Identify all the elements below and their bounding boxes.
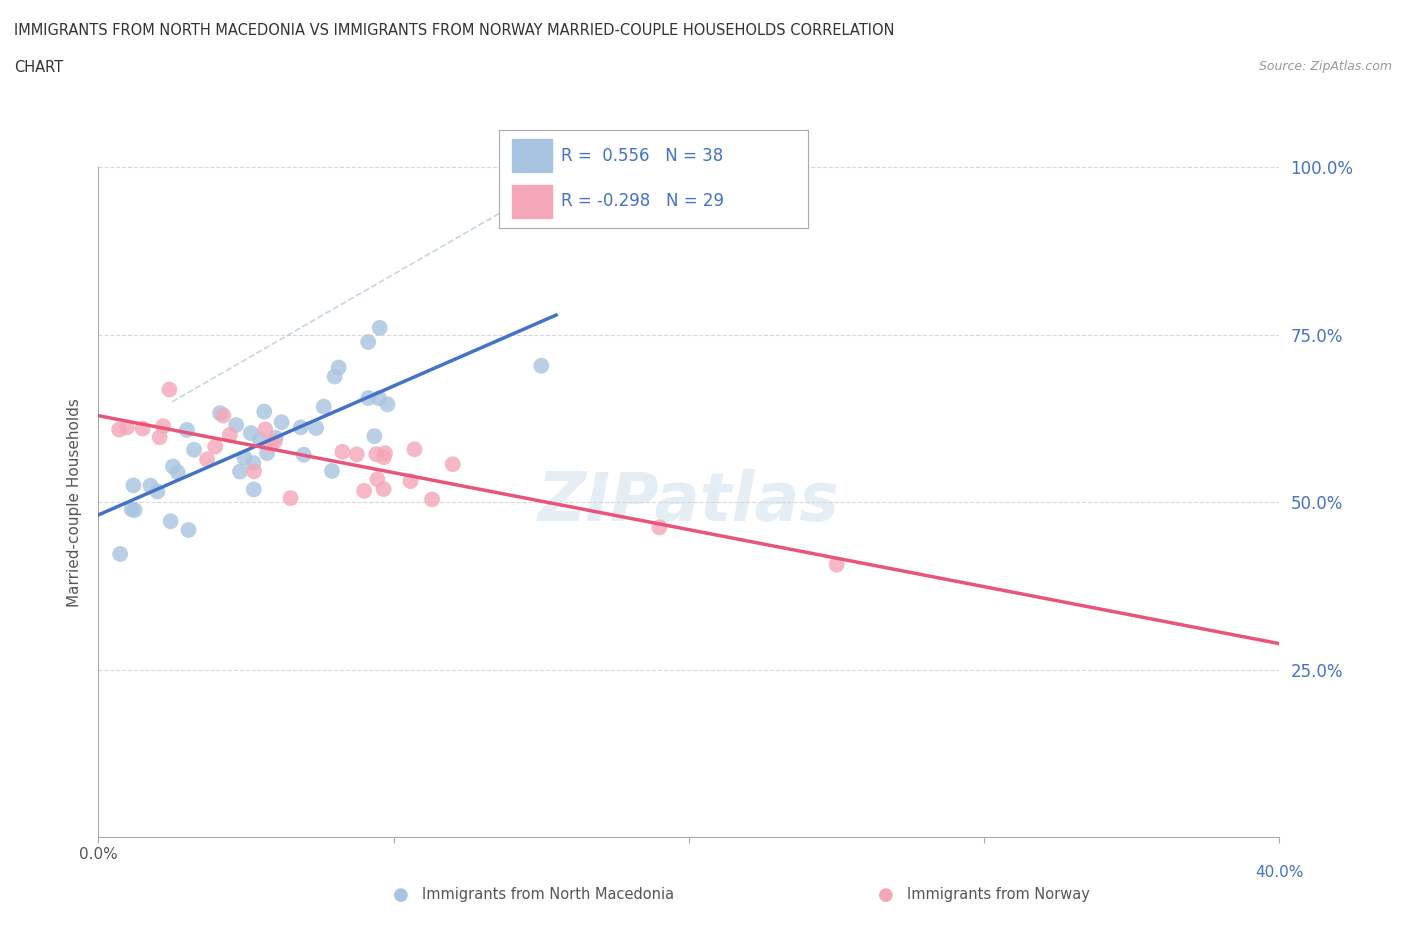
Point bbox=[177, 523, 200, 538]
Point bbox=[218, 428, 240, 443]
Point bbox=[328, 360, 350, 375]
Text: Immigrants from Norway: Immigrants from Norway bbox=[907, 887, 1090, 902]
Text: IMMIGRANTS FROM NORTH MACEDONIA VS IMMIGRANTS FROM NORWAY MARRIED-COUPLE HOUSEHO: IMMIGRANTS FROM NORTH MACEDONIA VS IMMIG… bbox=[14, 23, 894, 38]
Point bbox=[157, 382, 180, 397]
Point bbox=[115, 420, 138, 435]
Point bbox=[346, 447, 368, 462]
Point bbox=[183, 443, 205, 458]
Point bbox=[373, 450, 395, 465]
Point bbox=[149, 430, 172, 445]
Point bbox=[366, 446, 388, 461]
Point bbox=[212, 408, 235, 423]
Point bbox=[264, 431, 287, 445]
Point bbox=[225, 418, 247, 432]
Point bbox=[373, 482, 395, 497]
Point bbox=[357, 335, 380, 350]
Point bbox=[368, 320, 391, 335]
Point bbox=[321, 463, 343, 478]
Point bbox=[312, 399, 335, 414]
Point bbox=[368, 391, 391, 405]
Text: ZIPatlas: ZIPatlas bbox=[538, 470, 839, 535]
Point bbox=[139, 478, 162, 493]
Point bbox=[146, 484, 169, 498]
Point bbox=[420, 492, 443, 507]
Point bbox=[357, 391, 380, 405]
Point bbox=[530, 358, 553, 373]
Point bbox=[353, 484, 375, 498]
Point bbox=[166, 465, 188, 480]
Point bbox=[259, 437, 281, 452]
Point bbox=[108, 547, 131, 562]
Point bbox=[242, 482, 264, 497]
Point bbox=[122, 478, 145, 493]
Text: R =  0.556   N = 38: R = 0.556 N = 38 bbox=[561, 147, 723, 165]
Text: 40.0%: 40.0% bbox=[1256, 865, 1303, 880]
Point bbox=[195, 452, 218, 467]
Text: Immigrants from North Macedonia: Immigrants from North Macedonia bbox=[422, 887, 673, 902]
Point bbox=[292, 447, 315, 462]
Point bbox=[399, 473, 422, 488]
Point bbox=[152, 418, 174, 433]
Point bbox=[377, 397, 399, 412]
Point bbox=[366, 472, 388, 486]
Point bbox=[253, 405, 276, 419]
Point bbox=[280, 491, 302, 506]
Point bbox=[242, 456, 264, 471]
Point bbox=[239, 426, 262, 441]
Point bbox=[323, 369, 346, 384]
Point bbox=[254, 422, 277, 437]
Point bbox=[441, 457, 464, 472]
Point bbox=[270, 415, 292, 430]
Point bbox=[204, 439, 226, 454]
Point bbox=[363, 429, 385, 444]
Point bbox=[159, 514, 181, 529]
Text: CHART: CHART bbox=[14, 60, 63, 75]
Bar bbox=[512, 185, 551, 219]
Text: R = -0.298   N = 29: R = -0.298 N = 29 bbox=[561, 193, 724, 210]
Point bbox=[176, 422, 198, 437]
Point bbox=[132, 421, 155, 436]
Point bbox=[305, 420, 328, 435]
Point bbox=[208, 405, 231, 420]
Point bbox=[243, 464, 266, 479]
Point bbox=[121, 502, 143, 517]
Bar bbox=[512, 139, 551, 172]
Point bbox=[263, 434, 285, 449]
Point bbox=[330, 445, 353, 459]
Point bbox=[229, 464, 252, 479]
Point bbox=[825, 557, 848, 572]
Point bbox=[108, 422, 131, 437]
Point bbox=[256, 445, 278, 460]
Point bbox=[404, 442, 426, 457]
Point bbox=[233, 450, 256, 465]
Text: Source: ZipAtlas.com: Source: ZipAtlas.com bbox=[1258, 60, 1392, 73]
Text: ●: ● bbox=[392, 885, 409, 904]
Y-axis label: Married-couple Households: Married-couple Households bbox=[67, 398, 83, 606]
Text: ●: ● bbox=[877, 885, 894, 904]
Point bbox=[648, 520, 671, 535]
Point bbox=[374, 445, 396, 460]
Point bbox=[124, 502, 146, 517]
Point bbox=[290, 419, 312, 434]
Point bbox=[249, 432, 271, 447]
Point bbox=[162, 459, 184, 474]
